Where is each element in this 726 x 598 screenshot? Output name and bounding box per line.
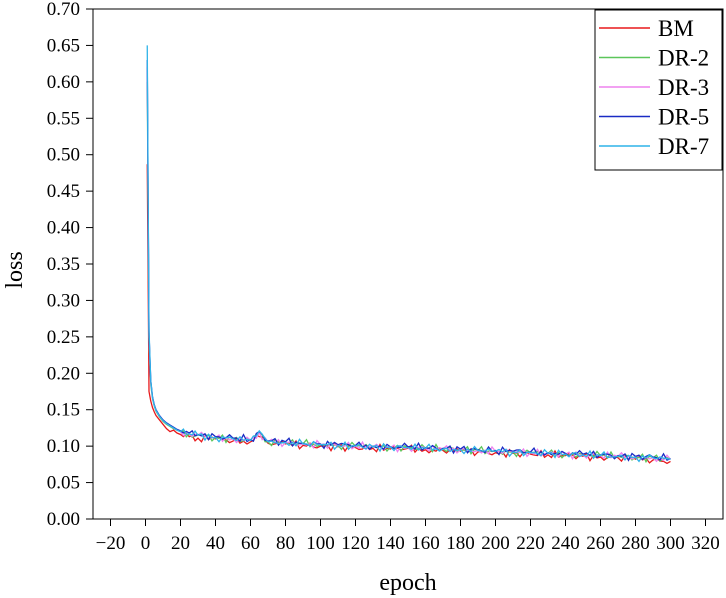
x-tick-label: 240 xyxy=(551,533,580,554)
legend-box xyxy=(594,9,723,171)
legend-label-dr-5: DR-5 xyxy=(658,105,709,130)
x-tick-label: 300 xyxy=(656,533,685,554)
legend-label-bm: BM xyxy=(658,16,694,41)
y-tick-label: 0.05 xyxy=(47,473,80,494)
x-tick-label: 200 xyxy=(481,533,510,554)
legend-label-dr-7: DR-7 xyxy=(658,134,709,159)
x-tick-label: 260 xyxy=(586,533,615,554)
y-tick-label: 0.65 xyxy=(47,35,80,56)
x-tick-label: 160 xyxy=(411,533,440,554)
series-line-dr-7 xyxy=(146,45,671,463)
series-line-dr-3 xyxy=(146,67,671,463)
x-tick-label: 220 xyxy=(516,533,545,554)
y-tick-label: 0.10 xyxy=(47,436,80,457)
y-tick-label: 0.45 xyxy=(47,181,80,202)
y-tick-label: 0.50 xyxy=(47,145,80,166)
y-tick-label: 0.30 xyxy=(47,290,80,311)
x-tick-label: 100 xyxy=(306,533,335,554)
y-tick-label: 0.55 xyxy=(47,108,80,129)
series-line-dr-2 xyxy=(146,81,671,464)
x-tick-label: 280 xyxy=(621,533,650,554)
x-tick-label: 60 xyxy=(241,533,260,554)
y-tick-label: 0.70 xyxy=(47,0,80,20)
x-tick-label: 0 xyxy=(141,533,151,554)
series-line-dr-5 xyxy=(146,59,671,462)
x-axis-label: epoch xyxy=(379,570,436,596)
y-tick-label: 0.25 xyxy=(47,327,80,348)
legend: BM DR-2 DR-3 DR-5 DR-7 xyxy=(594,9,723,171)
x-tick-label: 80 xyxy=(276,533,295,554)
y-tick-label: 0.40 xyxy=(47,218,80,239)
y-tick-label: 0.35 xyxy=(47,254,80,275)
x-tick-label: −20 xyxy=(96,533,126,554)
y-axis-label: loss xyxy=(2,251,28,288)
x-tick-label: 320 xyxy=(691,533,720,554)
x-tick-label: 140 xyxy=(376,533,405,554)
x-tick-label: 120 xyxy=(341,533,370,554)
legend-label-dr-2: DR-2 xyxy=(658,46,709,71)
x-tick-label: 180 xyxy=(446,533,475,554)
y-tick-label: 0.60 xyxy=(47,72,80,93)
x-tick-label: 40 xyxy=(206,533,225,554)
series-line-bm xyxy=(146,164,671,465)
x-axis: −20 0 20 40 60 80 100 120 140 160 180 200 220 240 260 2… xyxy=(96,519,720,554)
y-tick-label: 0.00 xyxy=(47,509,80,530)
plot-lines xyxy=(146,45,671,465)
legend-label-dr-3: DR-3 xyxy=(658,75,709,100)
y-tick-label: 0.20 xyxy=(47,363,80,384)
x-tick-label: 20 xyxy=(171,533,190,554)
y-tick-label: 0.15 xyxy=(47,400,80,421)
y-axis: 0.00 0.05 0.10 0.15 0.20 0.25 0.30 0.35 0.40 0.45… xyxy=(47,0,93,530)
